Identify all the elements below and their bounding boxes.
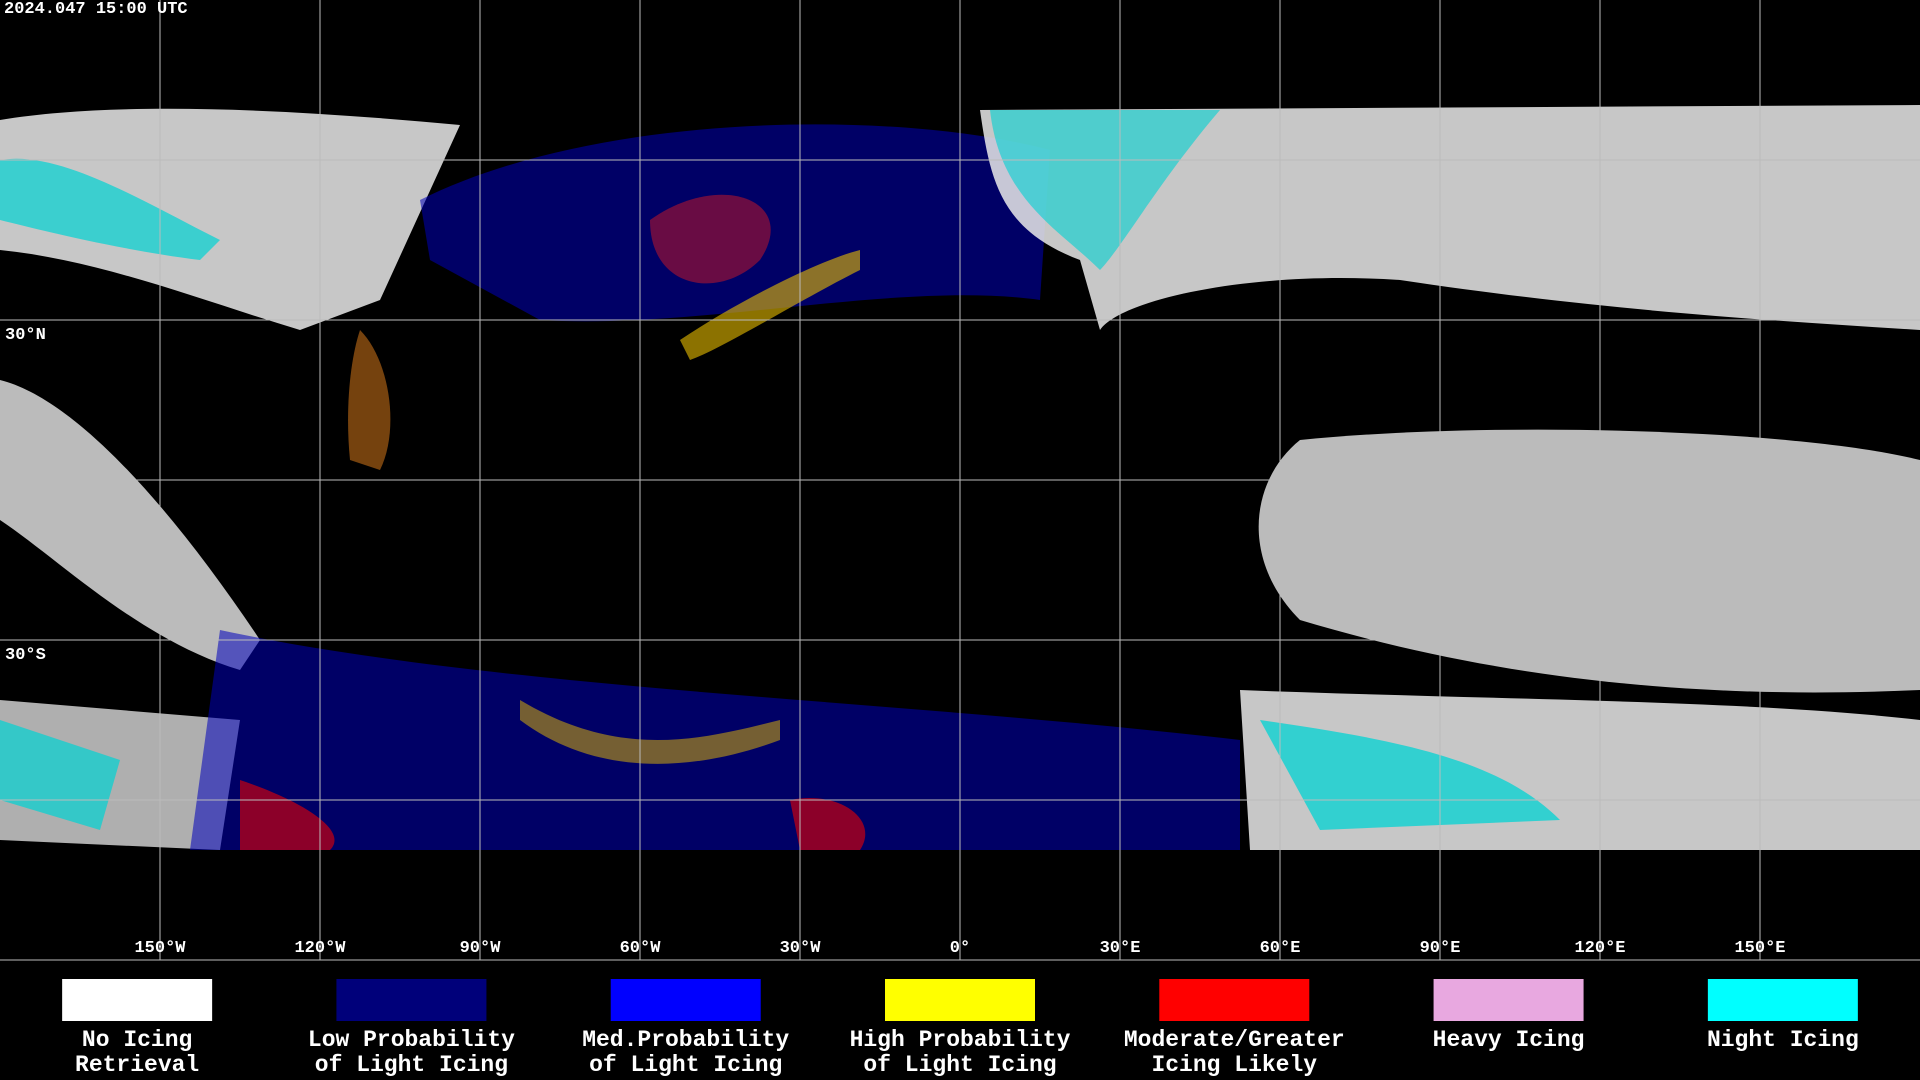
legend-label: of Light Icing (863, 1052, 1056, 1078)
icing-patch (348, 330, 391, 470)
legend-label: High Probability (850, 1027, 1071, 1053)
legend-label: No Icing (82, 1027, 192, 1053)
lon-label: 90°E (1420, 939, 1461, 958)
lon-label: 120°E (1574, 939, 1625, 958)
legend-label: of Light Icing (589, 1052, 782, 1078)
graticule (0, 0, 1920, 961)
legend-swatch (1707, 979, 1858, 1021)
lon-label: 150°W (134, 939, 186, 958)
lon-label: 30°W (780, 939, 822, 958)
cloud-patch (0, 380, 260, 670)
lon-label: 150°E (1734, 939, 1785, 958)
legend-label: Night Icing (1707, 1027, 1859, 1053)
night-patch (990, 110, 1220, 270)
legend-label: Retrieval (75, 1052, 199, 1078)
lat-label: 30°N (5, 326, 46, 345)
lon-label: 60°E (1260, 939, 1301, 958)
night-patch (1260, 720, 1560, 830)
icing-patch (790, 798, 866, 850)
legend-swatch (1159, 979, 1310, 1021)
lon-label: 120°W (294, 939, 346, 958)
legend-label: Moderate/Greater (1124, 1027, 1345, 1053)
legend-label: Heavy Icing (1433, 1027, 1585, 1053)
timestamp: 2024.047 15:00 UTC (4, 0, 188, 19)
imagery (0, 105, 1920, 850)
legend-swatch (885, 979, 1035, 1021)
legend-swatch (336, 979, 487, 1021)
legend-label: Med.Probability (582, 1027, 789, 1053)
cloud-patch (1258, 429, 1920, 693)
icing-patch (520, 700, 780, 764)
legend-swatch (610, 979, 761, 1021)
lon-label: 90°W (460, 939, 502, 958)
night-patch (0, 720, 120, 830)
legend-label: of Light Icing (315, 1052, 508, 1078)
lon-label: 60°W (620, 939, 662, 958)
lon-label: 0° (950, 939, 970, 958)
map-labels: 2024.047 15:00 UTC 150°W 120°W 90°W 60°W 30°… (4, 0, 1786, 958)
lat-label: 30°S (5, 646, 46, 665)
cloud-patch (0, 108, 460, 330)
icing-patch (680, 250, 860, 360)
lon-label: 30°E (1100, 939, 1141, 958)
legend-swatch (62, 979, 213, 1021)
icing-patch (240, 780, 335, 850)
cloud-patch (980, 105, 1920, 330)
legend-label: Low Probability (308, 1027, 515, 1053)
legend-swatch (1433, 979, 1584, 1021)
icing-patch (190, 630, 1240, 850)
icing-patch (650, 194, 771, 284)
legend-label: Icing Likely (1151, 1052, 1317, 1078)
icing-patch (420, 124, 1050, 322)
night-patch (0, 158, 220, 260)
